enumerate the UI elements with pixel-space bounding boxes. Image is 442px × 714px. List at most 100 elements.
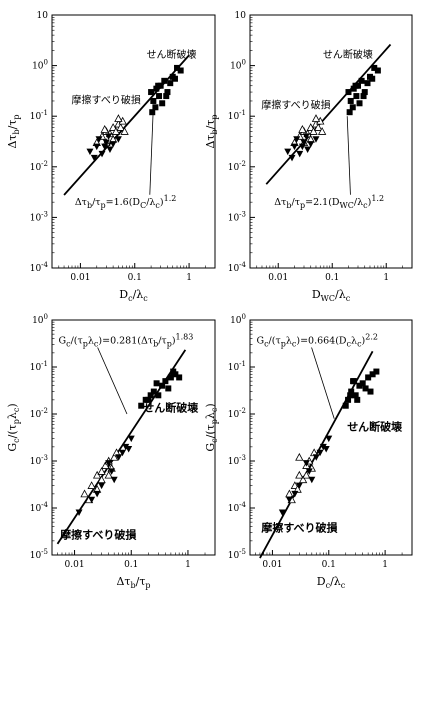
data-point-triangle-down [75, 509, 83, 517]
data-point-triangle-open [298, 124, 307, 133]
annotation-shear-failure: せん断破壊 [323, 48, 373, 61]
data-point-square [353, 93, 360, 100]
data-point-square [349, 104, 356, 111]
data-point-triangle-down [284, 148, 292, 156]
y-tick-label: 10-2 [30, 407, 48, 420]
data-point-triangle-down [93, 490, 101, 498]
y-tick-label: 10-3 [30, 454, 48, 467]
data-point-square [164, 89, 171, 96]
data-point-triangle-down [285, 496, 293, 504]
data-point-triangle-open [311, 114, 321, 122]
data-point-triangle-down [110, 476, 118, 484]
data-point-triangle-open [110, 452, 119, 461]
data-point-square [148, 89, 155, 96]
data-point-triangle-open [100, 124, 109, 133]
y-tick-label: 10-4 [30, 261, 49, 274]
data-point-square [159, 382, 166, 389]
data-point-triangle-down [101, 143, 109, 151]
y-tick-label: 10-3 [228, 454, 246, 467]
x-tick-label: 0.1 [325, 273, 339, 283]
data-point-triangle-down [115, 454, 123, 461]
data-point-square [346, 109, 353, 116]
data-point-square [352, 82, 359, 89]
data-point-square [354, 396, 361, 403]
x-axis-label: Dc/λc [317, 575, 346, 590]
data-point-triangle-down [105, 133, 113, 140]
data-point-triangle-down [98, 150, 106, 158]
data-point-triangle-open [92, 470, 102, 479]
data-point-square [167, 80, 174, 87]
data-point-triangle-down [293, 136, 301, 143]
equation-label: Δτb/τp=1.6(DC/λc)1.2 [75, 194, 177, 210]
equation-leader-line [311, 347, 335, 419]
data-point-square [365, 374, 372, 381]
data-point-triangle-open [114, 114, 123, 122]
data-point-triangle-down [302, 460, 310, 467]
data-point-triangle-down [105, 460, 113, 467]
y-axis-label: Δτb/τp [6, 114, 21, 148]
data-point-triangle-down [127, 435, 135, 443]
data-point-triangle-down [86, 148, 94, 156]
y-tick-label: 10 [235, 11, 247, 21]
y-tick-label: 10-1 [30, 109, 48, 122]
data-point-triangle-down [296, 150, 304, 158]
data-point-square [342, 402, 349, 409]
chart-panel-3: 100 10-1 10-2 10-3 10-4 10-5 0.01 0.1 1 Δτb/τp Gc/… [6, 313, 216, 590]
data-point-triangle-open [80, 489, 89, 498]
data-point-square [153, 380, 160, 387]
data-point-square [165, 385, 172, 392]
y-tick-label: 10-4 [228, 261, 247, 274]
x-tick-label: 0.01 [268, 273, 288, 283]
data-point-triangle-down [305, 468, 313, 475]
data-point-square [352, 392, 359, 399]
data-point-triangle-down [108, 468, 116, 475]
y-tick-label: 100 [32, 313, 48, 326]
annotation-shear-failure: せん断破壊 [147, 48, 197, 61]
data-point-square [348, 388, 355, 395]
data-point-square [347, 392, 354, 399]
x-tick-label: 1 [185, 560, 191, 570]
data-point-triangle-down [302, 133, 310, 140]
data-point-square [161, 77, 168, 84]
y-axis-label: Gc/(τpλc) [6, 403, 21, 451]
x-tick-label: 0.1 [322, 560, 336, 570]
data-point-square [361, 89, 368, 96]
x-tick-label: 0.01 [262, 560, 282, 570]
data-point-square [350, 378, 357, 385]
data-point-square [150, 388, 157, 395]
data-point-triangle-open [293, 484, 302, 493]
data-point-square [155, 82, 162, 89]
data-point-square [371, 64, 378, 71]
data-point-triangle-down [291, 490, 299, 498]
annotation-friction-slip: 摩擦すべり破損 [72, 94, 141, 107]
annotation-friction-slip: 摩擦すべり破損 [261, 521, 338, 535]
data-point-square [171, 75, 178, 82]
data-point-square [150, 97, 157, 104]
data-point-square [373, 368, 380, 375]
x-tick-label: 0.1 [128, 273, 142, 283]
data-point-square [367, 388, 374, 395]
y-tick-label: 10-3 [228, 210, 246, 223]
data-point-square [159, 100, 166, 107]
data-point-triangle-open [104, 470, 113, 479]
data-point-triangle-open [298, 475, 308, 484]
data-point-square [345, 396, 352, 403]
data-point-triangle-down [93, 143, 101, 151]
y-tick-label: 10-5 [30, 548, 48, 561]
data-point-triangle-down [307, 141, 315, 148]
data-point-square [156, 93, 163, 100]
fit-line [63, 54, 190, 196]
data-point-triangle-down [125, 446, 133, 453]
y-tick-label: 100 [230, 313, 246, 326]
data-point-square [174, 64, 181, 71]
data-point-square [177, 67, 184, 74]
data-point-triangle-down [114, 136, 122, 143]
data-point-triangle-open [97, 467, 106, 475]
data-point-triangle-down [325, 435, 333, 443]
data-point-square [369, 371, 376, 378]
plot-frame [51, 14, 216, 269]
x-tick-label: 1 [186, 273, 192, 283]
data-point-square [152, 104, 159, 111]
data-point-square [142, 396, 149, 403]
plot-frame [51, 319, 216, 556]
